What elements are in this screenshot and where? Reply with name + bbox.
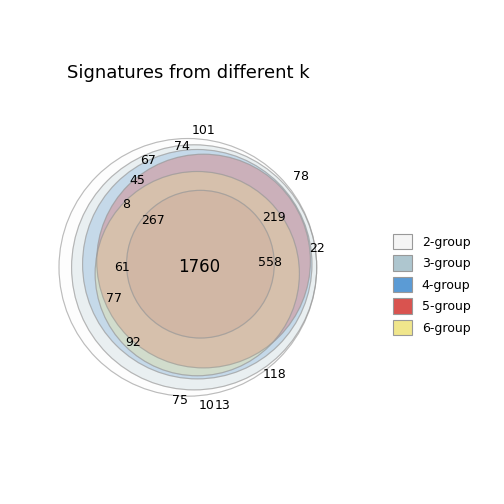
Text: 74: 74: [173, 140, 190, 153]
Circle shape: [127, 191, 274, 338]
Text: 22: 22: [309, 242, 325, 255]
Text: 13: 13: [215, 399, 230, 412]
Text: 77: 77: [106, 292, 122, 305]
Text: 67: 67: [141, 154, 157, 167]
Text: 101: 101: [192, 124, 215, 137]
Circle shape: [72, 145, 317, 390]
Text: 10: 10: [199, 399, 215, 412]
Text: 118: 118: [263, 368, 286, 381]
Circle shape: [95, 171, 299, 376]
Circle shape: [59, 139, 317, 396]
Circle shape: [97, 154, 310, 368]
Text: 92: 92: [125, 336, 141, 349]
Text: 78: 78: [293, 170, 309, 182]
Text: 558: 558: [258, 256, 282, 269]
Text: 45: 45: [130, 174, 146, 187]
Title: Signatures from different k: Signatures from different k: [67, 64, 309, 82]
Legend: 2-group, 3-group, 4-group, 5-group, 6-group: 2-group, 3-group, 4-group, 5-group, 6-gr…: [388, 229, 475, 340]
Text: 8: 8: [122, 198, 131, 211]
Text: 1760: 1760: [178, 259, 220, 276]
Circle shape: [83, 150, 312, 379]
Text: 219: 219: [263, 211, 286, 224]
Text: 61: 61: [114, 261, 130, 274]
Text: 267: 267: [142, 214, 165, 227]
Text: 75: 75: [172, 395, 188, 407]
